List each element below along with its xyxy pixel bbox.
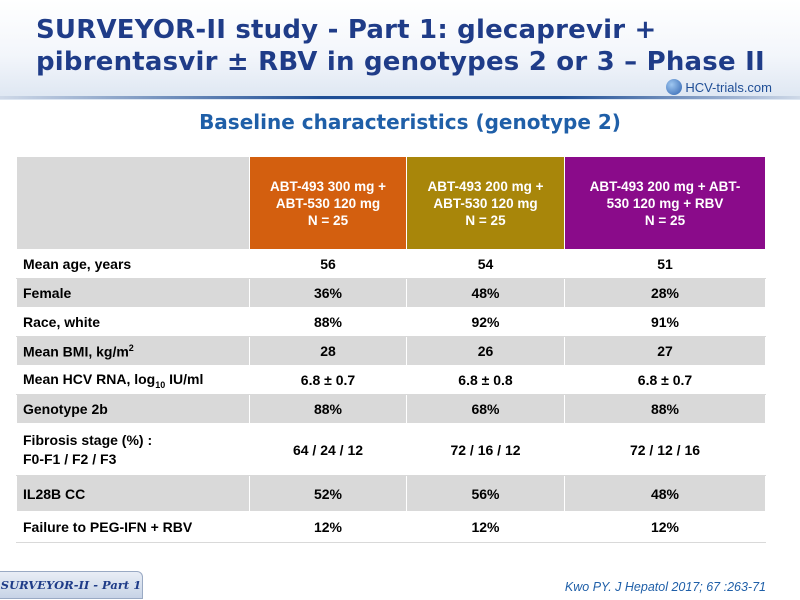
hcv-rna-label-unit: IU/ml — [165, 370, 204, 387]
table-cell: 72 / 12 / 16 — [564, 423, 766, 476]
table-row: Failure to PEG-IFN + RBV 12% 12% 12% — [16, 511, 766, 543]
bmi-label-text: Mean BMI, kg/m — [23, 343, 129, 360]
column-header-arm-2: ABT-493 200 mg + ABT-530 120 mg N = 25 — [406, 156, 565, 250]
row-label-hcv-rna: Mean HCV RNA, log10 IU/ml — [16, 365, 250, 395]
table-cell: 92% — [406, 307, 565, 337]
hcv-rna-label-subscript: 10 — [155, 379, 166, 390]
table-cell: 64 / 24 / 12 — [249, 423, 407, 476]
section-subtitle: Baseline characteristics (genotype 2) — [199, 110, 621, 134]
table-header-row: ABT-493 300 mg + ABT-530 120 mg N = 25 A… — [16, 156, 766, 250]
table-row: Mean BMI, kg/m2 28 26 27 — [16, 336, 766, 366]
fibrosis-label-line-2: F0-F1 / F2 / F3 — [23, 450, 117, 467]
table-cell: 12% — [406, 511, 565, 543]
table-cell: 28% — [564, 278, 766, 308]
logo-text: HCV-trials.com — [685, 79, 772, 95]
row-label-bmi: Mean BMI, kg/m2 — [16, 336, 250, 366]
arm-1-n: N = 25 — [307, 212, 349, 228]
arm-3-n: N = 25 — [644, 212, 686, 228]
table-cell: 68% — [406, 394, 565, 424]
slide-title: SURVEYOR-II study - Part 1: glecaprevir … — [36, 14, 786, 78]
arm-1-line-2: ABT-530 120 mg — [275, 195, 381, 211]
bmi-label-superscript: 2 — [128, 342, 134, 353]
table-cell: 91% — [564, 307, 766, 337]
table-cell: 28 — [249, 336, 407, 366]
slide-title-line-1: SURVEYOR-II study - Part 1: glecaprevir … — [36, 15, 657, 45]
table-cell: 54 — [406, 249, 565, 279]
table-cell: 6.8 ± 0.7 — [564, 365, 766, 395]
table-cell: 88% — [249, 307, 407, 337]
table-row: Fibrosis stage (%) : F0-F1 / F2 / F3 64 /… — [16, 423, 766, 476]
table-cell: 72 / 16 / 12 — [406, 423, 565, 476]
table-cell: 51 — [564, 249, 766, 279]
fibrosis-label-line-1: Fibrosis stage (%) : — [23, 431, 153, 448]
table-cell: 26 — [406, 336, 565, 366]
table-row: Mean age, years 56 54 51 — [16, 249, 766, 279]
row-label-genotype-2b: Genotype 2b — [16, 394, 250, 424]
baseline-characteristics-table: ABT-493 300 mg + ABT-530 120 mg N = 25 A… — [16, 156, 766, 543]
row-label-mean-age: Mean age, years — [16, 249, 250, 279]
row-label-peg-ifn-failure: Failure to PEG-IFN + RBV — [16, 511, 250, 543]
table-row: IL28B CC 52% 56% 48% — [16, 475, 766, 512]
table-cell: 48% — [564, 475, 766, 512]
arm-2-line-1: ABT-493 200 mg + — [427, 178, 544, 194]
arm-2-line-2: ABT-530 120 mg — [433, 195, 538, 211]
arm-1-line-1: ABT-493 300 mg + — [270, 178, 386, 194]
globe-icon — [666, 79, 683, 95]
table-cell: 88% — [564, 394, 766, 424]
table-cell: 36% — [249, 278, 407, 308]
study-tab: SURVEYOR-II - Part 1 — [0, 571, 143, 599]
row-label-female: Female — [16, 278, 250, 308]
table-cell: 27 — [564, 336, 766, 366]
hcv-rna-label-text: Mean HCV RNA, log — [23, 370, 156, 387]
arm-3-line-1: ABT-493 200 mg + ABT- — [589, 178, 741, 194]
table-cell: 12% — [249, 511, 407, 543]
table-cell: 6.8 ± 0.8 — [406, 365, 565, 395]
table-row: Genotype 2b 88% 68% 88% — [16, 394, 766, 424]
table-cell: 6.8 ± 0.7 — [249, 365, 407, 395]
arm-2-n: N = 25 — [465, 212, 506, 228]
table-cell: 56% — [406, 475, 565, 512]
header-corner-cell — [16, 156, 250, 250]
row-label-fibrosis: Fibrosis stage (%) : F0-F1 / F2 / F3 — [16, 423, 250, 476]
table-cell: 56 — [249, 249, 407, 279]
table-row: Female 36% 48% 28% — [16, 278, 766, 308]
header-divider — [0, 96, 800, 99]
column-header-arm-3: ABT-493 200 mg + ABT- 530 120 mg + RBV N… — [564, 156, 766, 250]
arm-3-line-2: 530 120 mg + RBV — [606, 195, 724, 211]
table-cell: 48% — [406, 278, 565, 308]
slide-title-line-2: pibrentasvir ± RBV in genotypes 2 or 3 –… — [36, 47, 765, 77]
table-cell: 88% — [249, 394, 407, 424]
table-cell: 52% — [249, 475, 407, 512]
hcv-trials-logo: HCV-trials.com — [666, 78, 772, 96]
table-cell: 12% — [564, 511, 766, 543]
table-row: Mean HCV RNA, log10 IU/ml 6.8 ± 0.7 6.8 … — [16, 365, 766, 395]
row-label-race: Race, white — [16, 307, 250, 337]
table-row: Race, white 88% 92% 91% — [16, 307, 766, 337]
citation: Kwo PY. J Hepatol 2017; 67 :263-71 — [564, 580, 766, 594]
column-header-arm-1: ABT-493 300 mg + ABT-530 120 mg N = 25 — [249, 156, 407, 250]
row-label-il28b: IL28B CC — [16, 475, 250, 512]
